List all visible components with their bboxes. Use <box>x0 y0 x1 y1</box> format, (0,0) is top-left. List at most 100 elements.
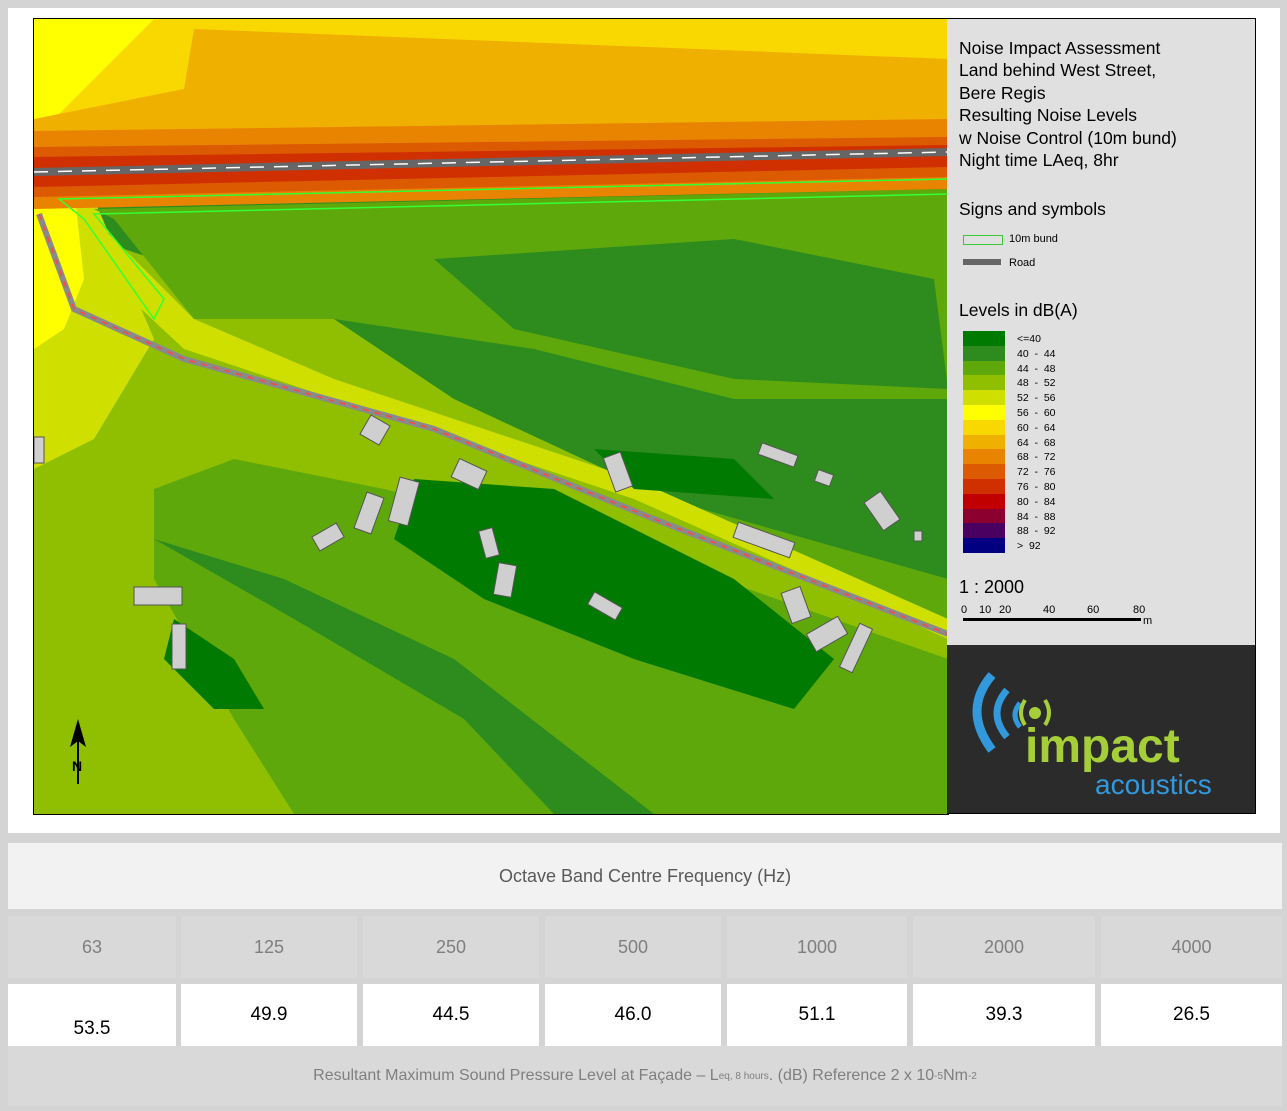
level-swatch <box>963 434 1005 450</box>
scale-tick: 0 <box>961 604 968 616</box>
scale-unit: m <box>1143 615 1153 627</box>
value-cell: 39.3 <box>913 984 1095 1046</box>
building <box>478 527 500 559</box>
level-swatch <box>963 360 1005 376</box>
freq-cell: 2000 <box>913 916 1095 978</box>
map-legend: Noise Impact Assessment Land behind West… <box>947 18 1256 647</box>
north-arrow-icon <box>70 719 86 784</box>
building <box>780 585 812 625</box>
contour-56-60-nw <box>34 19 154 139</box>
title-line: Land behind West Street, <box>959 60 1157 81</box>
value-cell: 53.5 <box>8 984 176 1046</box>
level-swatch <box>963 390 1005 406</box>
north-label: N <box>72 758 82 774</box>
building <box>450 457 488 491</box>
legend-title: Noise Impact Assessment Land behind West… <box>959 37 1177 171</box>
scale-tick: 10 <box>979 604 992 616</box>
scale-ratio: 1 : 2000 <box>959 577 1025 597</box>
value-cell: 46.0 <box>545 984 721 1046</box>
building <box>311 522 345 552</box>
contour-le40-shadow-1 <box>394 479 834 709</box>
level-label: 68 - 72 <box>1017 451 1056 464</box>
level-swatch <box>963 331 1005 346</box>
level-swatch <box>963 508 1005 524</box>
scale-tick: 60 <box>1087 604 1100 616</box>
title-line: Noise Impact Assessment <box>959 38 1161 58</box>
level-label: 84 - 88 <box>1017 510 1056 523</box>
bund-symbol-label: 10m bund <box>1009 233 1058 245</box>
freq-cell: 250 <box>363 916 539 978</box>
building <box>757 442 799 468</box>
scale-tick: 40 <box>1043 604 1056 616</box>
building <box>353 491 385 535</box>
brand-main: impact <box>1025 720 1180 773</box>
level-label: 80 - 84 <box>1017 495 1056 508</box>
level-swatch <box>963 375 1005 391</box>
building <box>171 623 187 670</box>
building <box>34 436 45 464</box>
scale-bar <box>963 618 1141 621</box>
level-label: 88 - 92 <box>1017 525 1056 538</box>
level-label: 56 - 60 <box>1017 407 1056 419</box>
contour-le40-shadow-2 <box>164 619 264 709</box>
impact-acoustics-logo: impact acoustics <box>947 645 1256 814</box>
contour-52-56-road <box>34 199 948 639</box>
level-label: > 92 <box>1017 540 1041 553</box>
title-line: Bere Regis <box>959 82 1046 103</box>
footer-superscript: -5 <box>934 1070 944 1082</box>
level-swatch <box>963 538 1005 554</box>
footer-subscript: eq, 8 hours <box>718 1070 769 1082</box>
freq-cell: 4000 <box>1101 916 1282 978</box>
footer-text-mid: . (dB) Reference 2 x 10 <box>768 1067 935 1084</box>
level-label: 60 - 64 <box>1017 421 1056 434</box>
building <box>863 490 901 532</box>
building <box>387 476 420 527</box>
building <box>813 468 835 488</box>
freq-cell: 1000 <box>727 916 907 978</box>
title-line: w Noise Control (10m bund) <box>959 127 1177 148</box>
footer-text-post: Nm <box>943 1067 968 1084</box>
levels-title: Levels in dB(A) <box>959 300 1078 320</box>
level-label: 64 - 68 <box>1017 436 1056 449</box>
freq-cell: 500 <box>545 916 721 978</box>
level-label: <=40 <box>1017 333 1041 345</box>
contour-48-52-sw <box>154 579 294 814</box>
noise-map-canvas: N <box>34 19 948 814</box>
footer-superscript-unit: -2 <box>967 1070 977 1082</box>
level-swatch <box>963 345 1005 361</box>
value-cell: 26.5 <box>1101 984 1282 1046</box>
level-label: 76 - 80 <box>1017 481 1056 493</box>
bund-symbol <box>963 235 1003 245</box>
building <box>838 622 874 674</box>
building <box>133 586 183 606</box>
title-line: Resulting Noise Levels <box>959 105 1138 126</box>
signs-title: Signs and symbols <box>959 199 1106 219</box>
building <box>586 591 624 621</box>
building <box>913 530 923 542</box>
main-road-markings <box>34 151 948 173</box>
scale-tick: 80 <box>1133 604 1146 616</box>
value-cell: 49.9 <box>181 984 357 1046</box>
buildings <box>34 414 923 674</box>
building <box>359 414 391 446</box>
contour-40-44-north <box>434 239 948 389</box>
level-label: 72 - 76 <box>1017 466 1056 479</box>
secondary-road-markings <box>38 213 948 635</box>
level-label: 48 - 52 <box>1017 377 1056 390</box>
level-swatch <box>963 523 1005 539</box>
building <box>492 562 518 598</box>
level-label: 44 - 48 <box>1017 362 1056 375</box>
road-symbol <box>963 259 1001 265</box>
level-swatch <box>963 464 1005 480</box>
table-footer: Resultant Maximum Sound Pressure Level a… <box>8 1046 1282 1106</box>
value-cell: 51.1 <box>727 984 907 1046</box>
freq-cell: 63 <box>8 916 176 978</box>
contour-le40-shadow-3 <box>594 449 774 499</box>
title-line: Night time LAeq, 8hr <box>959 150 1119 171</box>
table-header: Octave Band Centre Frequency (Hz) <box>8 843 1282 909</box>
level-swatch <box>963 493 1005 509</box>
value-cell: 44.5 <box>363 984 539 1046</box>
level-label: 40 - 44 <box>1017 347 1056 360</box>
building <box>732 521 796 559</box>
brand-sub: acoustics <box>1095 769 1212 800</box>
